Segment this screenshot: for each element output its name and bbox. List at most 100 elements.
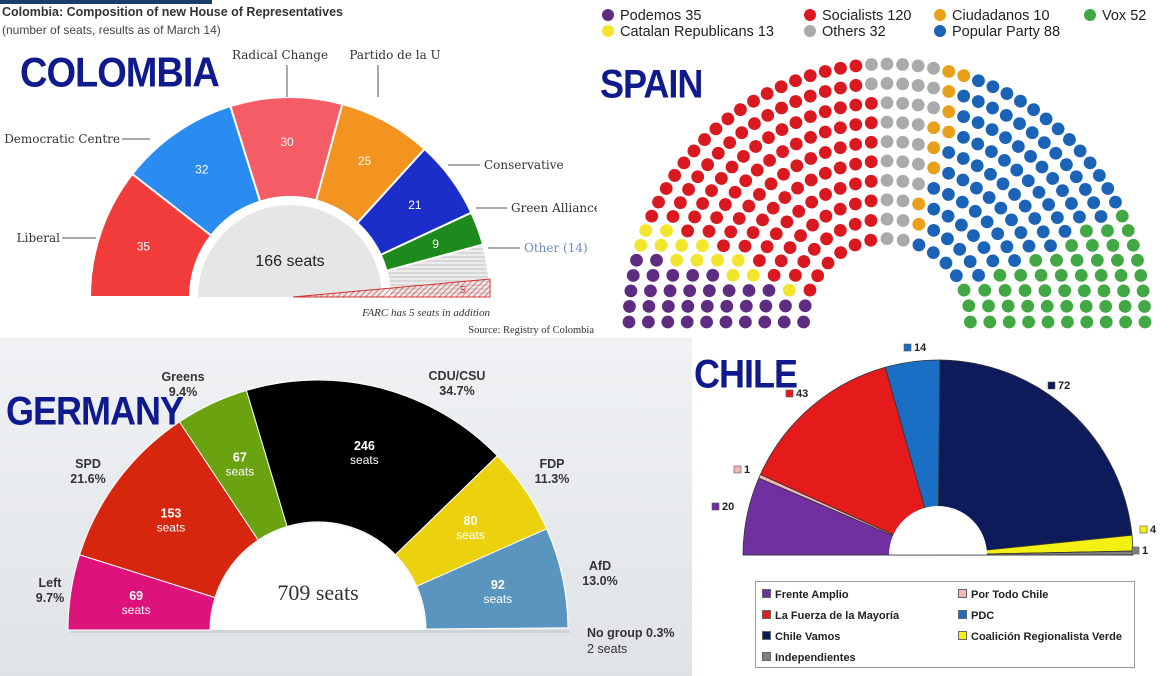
spain-seat-ciudadanos-10 bbox=[927, 121, 941, 135]
spain-seat-popular-party-88 bbox=[942, 188, 955, 201]
spain-seat-podemos-35 bbox=[759, 299, 773, 313]
colombia-value-label-democratic-centre: 32 bbox=[195, 163, 209, 177]
spain-seat-socialists-120 bbox=[818, 65, 832, 78]
spain-seat-socialists-120 bbox=[645, 209, 659, 223]
spain-seat-popular-party-88 bbox=[1087, 196, 1101, 210]
spain-seat-vox-52 bbox=[957, 283, 971, 297]
colombia-label-liberal: Liberal bbox=[17, 231, 60, 245]
spain-seat-vox-52 bbox=[1079, 299, 1093, 313]
chile-panel: 20 1 43 14 72 4 1 CHILE Frente Amplio Por Todo … bbox=[692, 338, 1170, 676]
chile-legend-label: Independientes bbox=[775, 652, 856, 664]
spain-seat-vox-52 bbox=[1040, 299, 1054, 313]
spain-seat-vox-52 bbox=[1114, 269, 1128, 282]
chile-slice-la-fuerza-de-la-mayoria bbox=[759, 366, 939, 556]
spain-seat-vox-52 bbox=[983, 315, 997, 329]
chile-center-hole bbox=[889, 506, 987, 555]
spain-seat-socialists-120 bbox=[833, 224, 847, 237]
chile-legend-swatch bbox=[958, 589, 967, 598]
spain-legend-item-vox-52: Vox 52 bbox=[1084, 8, 1146, 24]
spain-seat-socialists-120 bbox=[776, 145, 790, 159]
colombia-label-conservative: Conservative bbox=[484, 158, 564, 172]
spain-seat-vox-52 bbox=[1018, 284, 1032, 297]
germany-percent-cdu-csu: 34.7% bbox=[439, 384, 474, 398]
spain-seat-socialists-120 bbox=[714, 172, 728, 185]
chile-legend-label: Chile Vamos bbox=[775, 631, 841, 643]
chile-legend-swatch bbox=[762, 610, 771, 619]
colombia-chart-title: Colombia: Composition of new House of Re… bbox=[2, 5, 344, 19]
spain-seat-podemos-35 bbox=[630, 253, 643, 267]
germany-seats-word: seats bbox=[157, 520, 186, 534]
spain-seat-popular-party-88 bbox=[1008, 188, 1021, 201]
spain-seat-popular-party-88 bbox=[1037, 136, 1051, 150]
chile-legend-item-pdc: PDC bbox=[958, 610, 994, 622]
spain-seat-others-32 bbox=[880, 77, 894, 90]
spain-seat-socialists-120 bbox=[691, 170, 705, 184]
spain-legend-dot bbox=[602, 9, 614, 21]
spain-seat-vox-52 bbox=[1119, 315, 1132, 329]
spain-seat-catalan-republicans-13 bbox=[782, 283, 796, 297]
chile-legend-item-independientes: Independientes bbox=[762, 652, 856, 664]
spain-seat-socialists-120 bbox=[777, 167, 790, 181]
spain-seat-socialists-120 bbox=[848, 238, 862, 252]
spain-seat-others-32 bbox=[896, 174, 910, 188]
chile-legend-label: Por Todo Chile bbox=[971, 589, 1049, 601]
chile-legend-label: PDC bbox=[971, 610, 995, 622]
spain-seat-vox-52 bbox=[1029, 253, 1043, 267]
spain-seat-socialists-120 bbox=[681, 224, 695, 238]
chile-value-marker-independientes bbox=[1131, 546, 1140, 555]
spain-seat-others-32 bbox=[912, 177, 925, 191]
chile-slice-chile-vamos bbox=[937, 359, 1133, 556]
spain-seat-socialists-120 bbox=[819, 209, 833, 223]
spain-seat-ciudadanos-10 bbox=[942, 65, 956, 78]
spain-seat-popular-party-88 bbox=[957, 89, 971, 103]
spain-seat-popular-party-88 bbox=[972, 268, 985, 282]
spain-seat-popular-party-88 bbox=[955, 195, 969, 209]
spain-seat-socialists-120 bbox=[780, 215, 794, 229]
spain-seat-socialists-120 bbox=[789, 116, 803, 130]
spain-seat-socialists-120 bbox=[666, 210, 680, 223]
spain-seat-popular-party-88 bbox=[1101, 182, 1115, 195]
spain-seat-socialists-120 bbox=[849, 157, 862, 171]
spain-seat-socialists-120 bbox=[762, 131, 775, 144]
spain-seat-popular-party-88 bbox=[1010, 163, 1024, 177]
spain-seat-popular-party-88 bbox=[1000, 240, 1014, 254]
colombia-value-label-liberal: 35 bbox=[137, 240, 151, 254]
spain-seat-popular-party-88 bbox=[1109, 195, 1122, 209]
spain-seat-others-32 bbox=[927, 101, 940, 115]
germany-percent-fdp: 11.3% bbox=[535, 472, 570, 486]
spain-seat-podemos-35 bbox=[646, 269, 660, 282]
spain-seat-vox-52 bbox=[1134, 269, 1148, 282]
spain-seat-popular-party-88 bbox=[986, 254, 1000, 268]
spain-seat-popular-party-88 bbox=[1021, 174, 1035, 188]
spain-seat-socialists-120 bbox=[803, 110, 817, 124]
spain-seat-catalan-republicans-13 bbox=[726, 268, 740, 282]
spain-seat-vox-52 bbox=[1136, 284, 1150, 298]
colombia-chart-subtitle: (number of seats, results as of March 14… bbox=[2, 23, 221, 37]
spain-seat-socialists-120 bbox=[737, 149, 750, 163]
spain-seat-popular-party-88 bbox=[1044, 239, 1057, 253]
spain-seat-socialists-120 bbox=[711, 146, 725, 160]
spain-seat-socialists-120 bbox=[833, 121, 847, 135]
germany-slice-afd bbox=[416, 528, 569, 630]
spain-seat-ciudadanos-10 bbox=[927, 161, 941, 175]
germany-label-fdp: FDP bbox=[540, 457, 565, 471]
spain-seat-socialists-120 bbox=[705, 184, 718, 198]
spain-seat-others-32 bbox=[896, 116, 910, 130]
spain-seat-popular-party-88 bbox=[986, 80, 1000, 94]
spain-seat-vox-52 bbox=[1002, 315, 1016, 329]
spain-seat-socialists-120 bbox=[849, 98, 863, 112]
spain-seat-socialists-120 bbox=[718, 198, 732, 211]
spain-seat-socialists-120 bbox=[701, 158, 715, 172]
spain-seat-popular-party-88 bbox=[1011, 140, 1025, 153]
germany-label-cdu-csu: CDU/CSU bbox=[429, 369, 486, 383]
spain-seat-others-32 bbox=[865, 58, 878, 71]
spain-seat-podemos-35 bbox=[797, 315, 810, 329]
colombia-label-partido-de-la-u: Partido de la U bbox=[349, 48, 440, 62]
germany-center-disc bbox=[211, 523, 425, 630]
spain-seat-catalan-republicans-13 bbox=[654, 238, 668, 252]
spain-seat-popular-party-88 bbox=[1028, 212, 1042, 225]
spain-seat-podemos-35 bbox=[798, 299, 812, 313]
germany-label-left: Left bbox=[39, 576, 63, 590]
spain-seat-socialists-120 bbox=[725, 160, 739, 174]
spain-seat-popular-party-88 bbox=[970, 181, 983, 195]
